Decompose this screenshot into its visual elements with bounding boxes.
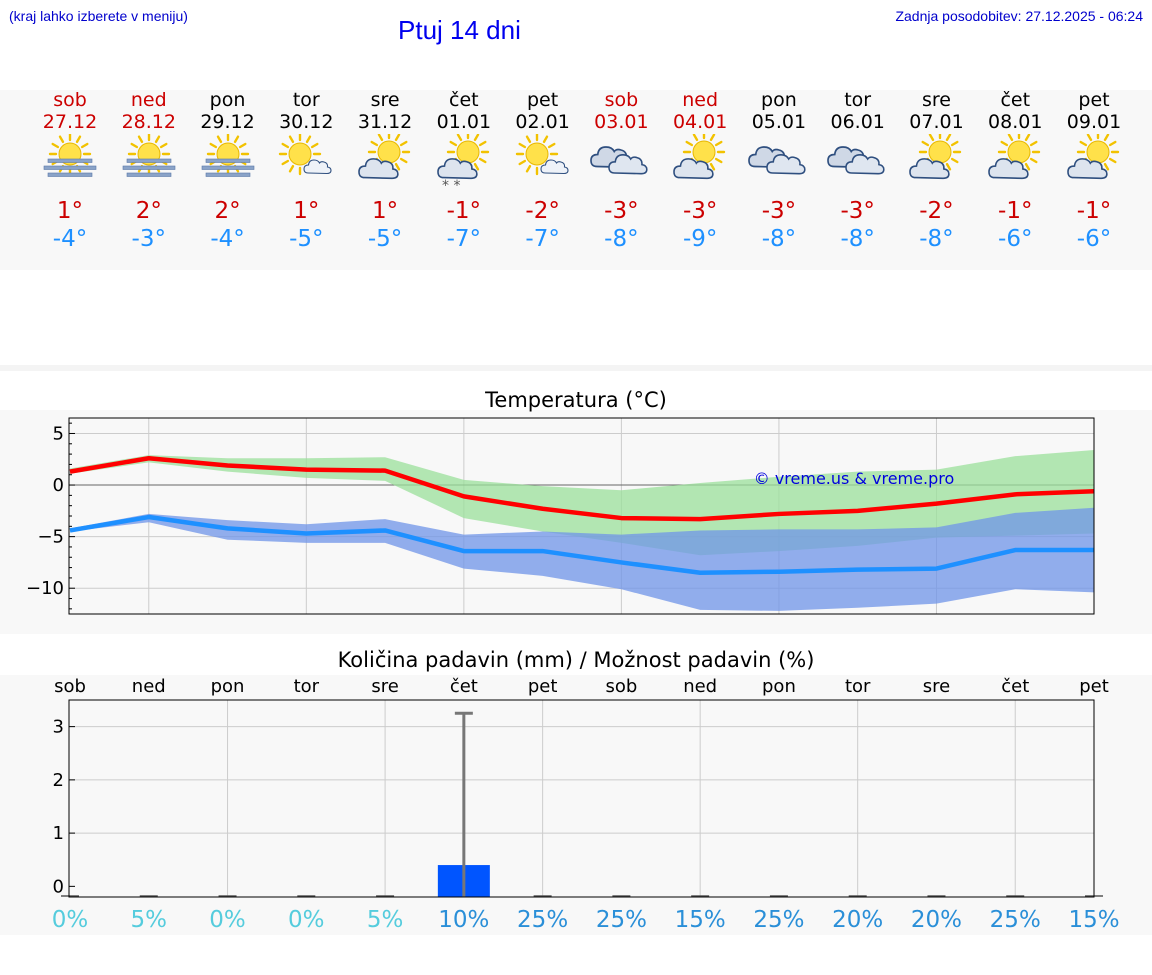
day-name: pet	[1078, 89, 1110, 111]
last-update: Zadnja posodobitev: 27.12.2025 - 06:24	[895, 8, 1143, 24]
page-title: Ptuj 14 dni	[398, 15, 521, 45]
partly-cloudy-icon	[353, 130, 417, 190]
temp-min: -3°	[131, 226, 166, 252]
temp-max: 2°	[214, 198, 241, 224]
day-name: pon	[761, 89, 797, 111]
day-name: ned	[130, 89, 167, 111]
day-date: 03.01	[594, 111, 649, 133]
temp-max: -3°	[761, 198, 797, 224]
day-name: tor	[292, 89, 320, 111]
day-date: 05.01	[751, 111, 807, 133]
day-name: pet	[527, 89, 559, 111]
temp-min: -6°	[1076, 226, 1112, 252]
sun-small-cloud-icon	[511, 132, 575, 190]
day-date: 09.01	[1066, 111, 1122, 133]
sun-small-cloud-icon	[274, 132, 338, 190]
day-name: sre	[370, 89, 400, 111]
temp-min: -7°	[525, 226, 560, 252]
temp-max: 1°	[56, 198, 84, 224]
precipitation-chart-title: Količina padavin (mm) / Možnost padavin …	[337, 648, 815, 672]
temp-min: -8°	[840, 226, 875, 252]
day-date: 02.01	[515, 111, 570, 133]
sun-fog-icon	[38, 132, 102, 190]
precipitation-chart-panel	[0, 675, 1152, 935]
sun-fog-icon	[117, 132, 181, 190]
partly-cloudy-icon	[1062, 130, 1126, 190]
temp-min: -5°	[367, 226, 403, 252]
day-name: tor	[844, 89, 872, 111]
day-name: ned	[682, 89, 719, 111]
divider	[0, 365, 1152, 371]
temp-min: -8°	[919, 226, 954, 252]
day-name: čet	[1000, 89, 1031, 111]
day-date: 01.01	[436, 111, 492, 133]
partly-cloudy-icon	[668, 130, 732, 190]
sun-fog-icon	[196, 132, 260, 190]
cloudy-icon	[747, 134, 811, 190]
temp-min: -8°	[761, 226, 797, 252]
day-date: 04.01	[672, 111, 728, 133]
temp-min: -4°	[52, 226, 88, 252]
temp-max: 2°	[135, 198, 162, 224]
location-menu-hint: (kraj lahko izberete v meniju)	[9, 8, 188, 24]
temp-min: -7°	[446, 226, 482, 252]
temp-max: -2°	[919, 198, 954, 224]
temp-max: 1°	[372, 198, 399, 224]
day-name: sob	[53, 89, 87, 111]
partly-cloudy-icon	[983, 130, 1047, 190]
temperature-chart-title: Temperatura (°C)	[485, 388, 667, 412]
temp-min: -9°	[682, 226, 718, 252]
day-date: 28.12	[121, 111, 176, 133]
temp-max: -1°	[1076, 198, 1112, 224]
temp-max: -1°	[446, 198, 482, 224]
temp-min: -5°	[289, 226, 324, 252]
temp-max: -2°	[525, 198, 560, 224]
temp-max: -3°	[682, 198, 718, 224]
day-date: 31.12	[357, 111, 413, 133]
temp-min: -4°	[210, 226, 245, 252]
cloudy-icon	[589, 134, 653, 190]
day-name: pon	[209, 89, 246, 111]
day-date: 06.01	[830, 111, 885, 133]
svg-text:* *: * *	[442, 178, 460, 192]
day-date: 30.12	[279, 111, 334, 133]
day-date: 07.01	[909, 111, 964, 133]
temp-min: -6°	[998, 226, 1033, 252]
temp-min: -8°	[604, 226, 639, 252]
temp-max: 1°	[293, 198, 320, 224]
partly-cloudy-icon	[904, 130, 968, 190]
day-date: 29.12	[200, 111, 255, 133]
day-date: 08.01	[988, 111, 1043, 133]
partly-cloudy-snow-icon: * *	[432, 130, 496, 194]
temp-max: -1°	[998, 198, 1033, 224]
forecast-strip	[0, 90, 1152, 270]
temp-max: -3°	[840, 198, 875, 224]
day-name: čet	[449, 89, 479, 111]
day-date: 27.12	[42, 111, 98, 133]
cloudy-icon	[826, 134, 890, 190]
day-name: sre	[921, 89, 951, 111]
day-name: sob	[604, 89, 639, 111]
temperature-chart-panel	[0, 410, 1152, 634]
temp-max: -3°	[604, 198, 639, 224]
